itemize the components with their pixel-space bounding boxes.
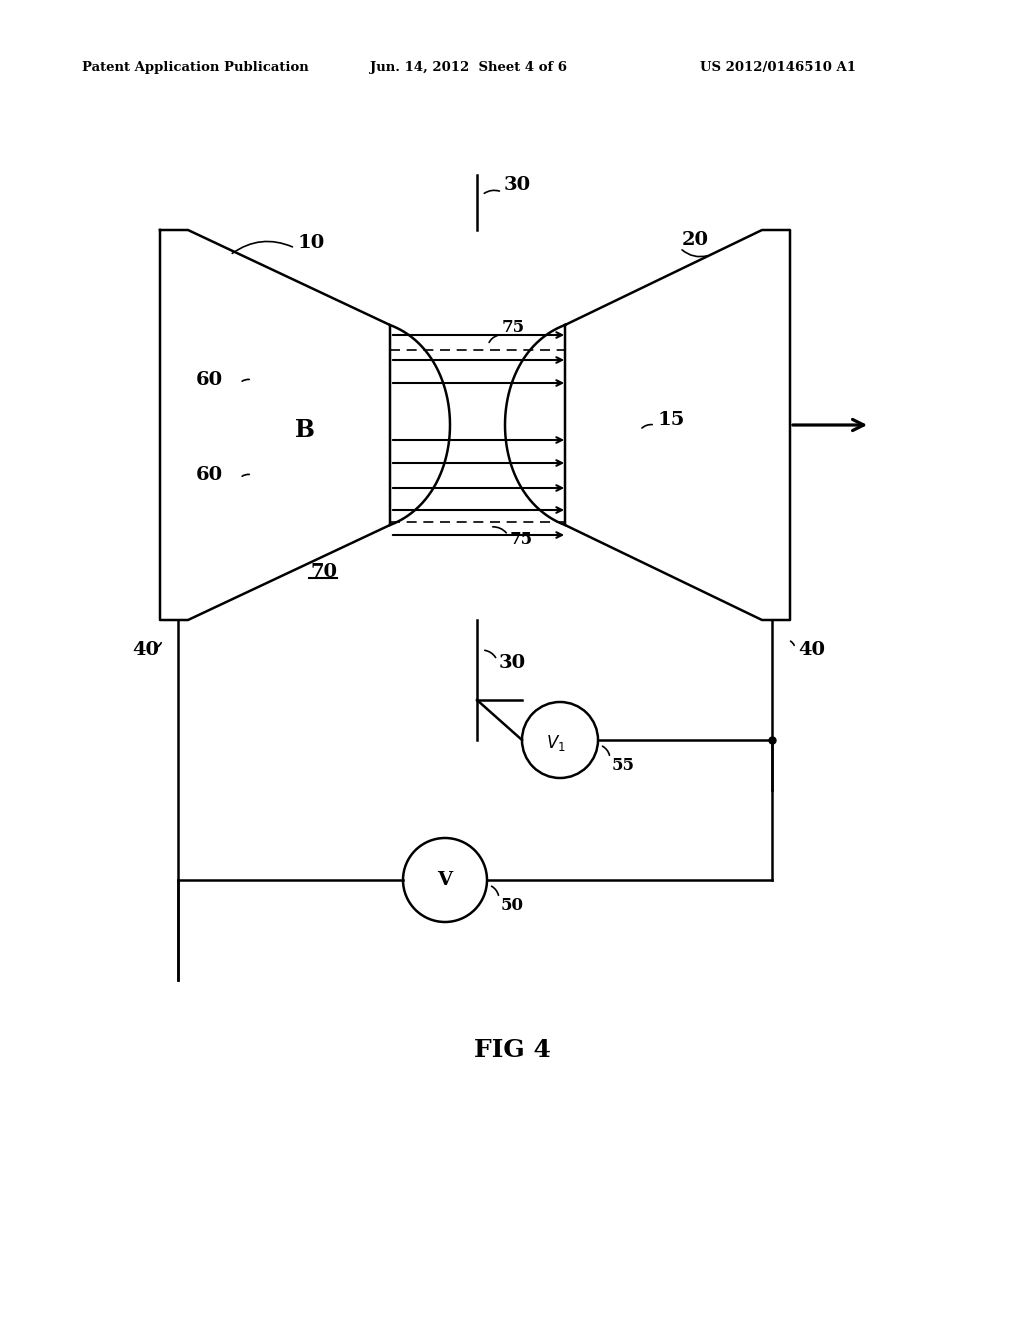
Text: 10: 10 <box>298 234 326 252</box>
Text: 75: 75 <box>502 319 525 337</box>
Text: Jun. 14, 2012  Sheet 4 of 6: Jun. 14, 2012 Sheet 4 of 6 <box>370 62 567 74</box>
Text: US 2012/0146510 A1: US 2012/0146510 A1 <box>700 62 856 74</box>
Text: V: V <box>437 871 453 888</box>
Text: 50: 50 <box>501 896 524 913</box>
Text: 60: 60 <box>196 466 223 484</box>
Text: 30: 30 <box>499 653 526 672</box>
Text: 40: 40 <box>132 642 159 659</box>
Text: 75: 75 <box>510 532 534 549</box>
Text: 70: 70 <box>310 564 337 581</box>
Text: 20: 20 <box>682 231 709 249</box>
Text: 30: 30 <box>504 176 531 194</box>
Text: FIG 4: FIG 4 <box>473 1038 551 1063</box>
Text: B: B <box>295 418 314 442</box>
Text: 55: 55 <box>612 756 635 774</box>
Text: 15: 15 <box>658 411 685 429</box>
Text: Patent Application Publication: Patent Application Publication <box>82 62 309 74</box>
Text: 60: 60 <box>196 371 223 389</box>
Text: $V_1$: $V_1$ <box>546 733 566 752</box>
Text: 40: 40 <box>798 642 825 659</box>
